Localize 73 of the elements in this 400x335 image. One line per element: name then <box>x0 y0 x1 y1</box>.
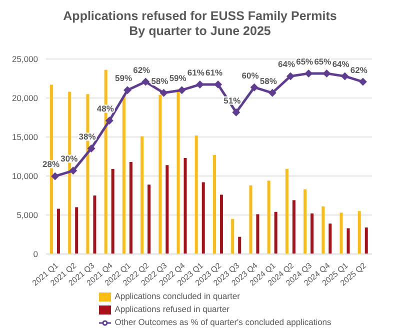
bar <box>249 185 252 254</box>
bar <box>322 206 325 254</box>
chart-title: Applications refused for EUSS Family Permits <box>62 9 338 24</box>
bar <box>358 211 361 254</box>
data-label: 64% <box>278 59 296 70</box>
bar <box>176 90 180 254</box>
legend-label: Applications concluded in quarter <box>114 291 240 301</box>
point <box>124 86 132 94</box>
bar <box>158 94 162 254</box>
bar <box>194 135 198 254</box>
data-label: 58% <box>151 76 169 86</box>
bar <box>328 224 332 254</box>
bar <box>285 168 288 254</box>
bar <box>238 236 242 254</box>
point <box>286 72 294 80</box>
point <box>358 78 367 86</box>
bar <box>75 207 78 254</box>
data-label: 62% <box>133 64 151 75</box>
bar <box>364 227 368 254</box>
y-tick-label: 25,000 <box>12 54 38 64</box>
data-label: 64% <box>332 59 350 70</box>
data-label: 61% <box>187 68 205 78</box>
bar <box>304 189 307 254</box>
bar <box>166 165 169 254</box>
data-label: 65% <box>314 56 332 66</box>
y-tick-label: 20,000 <box>12 93 38 104</box>
point <box>232 108 240 116</box>
bar <box>292 200 296 254</box>
bar <box>212 154 216 254</box>
point <box>87 144 96 152</box>
bar <box>256 214 260 254</box>
bar <box>140 136 144 254</box>
bar <box>340 212 343 254</box>
bar <box>184 158 187 254</box>
bar <box>231 218 234 254</box>
data-label: 65% <box>296 56 314 66</box>
point <box>105 116 114 125</box>
bar <box>56 208 60 254</box>
bar <box>122 96 126 254</box>
bar <box>148 184 151 254</box>
legend-label: Other Outcomes as % of quarter's concluded applications <box>114 317 332 327</box>
chart-subtitle: By quarter to June 2025 <box>128 24 272 39</box>
bar <box>129 162 132 254</box>
data-label: 61% <box>206 68 223 78</box>
bar <box>346 228 350 254</box>
point <box>51 172 60 180</box>
bar <box>202 182 205 254</box>
point <box>250 83 258 92</box>
point <box>178 86 186 94</box>
y-tick-label: 15,000 <box>12 132 38 142</box>
data-label: 62% <box>350 64 368 75</box>
bar <box>220 194 223 254</box>
point <box>160 88 168 97</box>
y-tick-label: 0 <box>33 249 38 260</box>
data-label: 60% <box>242 70 260 80</box>
point <box>142 78 150 86</box>
data-label: 59% <box>169 73 187 84</box>
bar <box>93 196 96 254</box>
legend-label: Applications refused in quarter <box>114 304 230 314</box>
data-label: 59% <box>114 73 132 84</box>
point <box>214 80 222 89</box>
bar <box>111 168 114 254</box>
bar <box>310 213 314 254</box>
bar <box>274 212 278 254</box>
point <box>340 72 349 80</box>
data-label: 58% <box>260 76 278 86</box>
y-tick-label: 10,000 <box>12 171 38 182</box>
point <box>196 80 204 89</box>
point <box>268 88 276 97</box>
y-tick-label: 5,000 <box>16 210 38 220</box>
point <box>322 69 331 78</box>
bar <box>267 180 270 254</box>
point <box>69 166 78 175</box>
